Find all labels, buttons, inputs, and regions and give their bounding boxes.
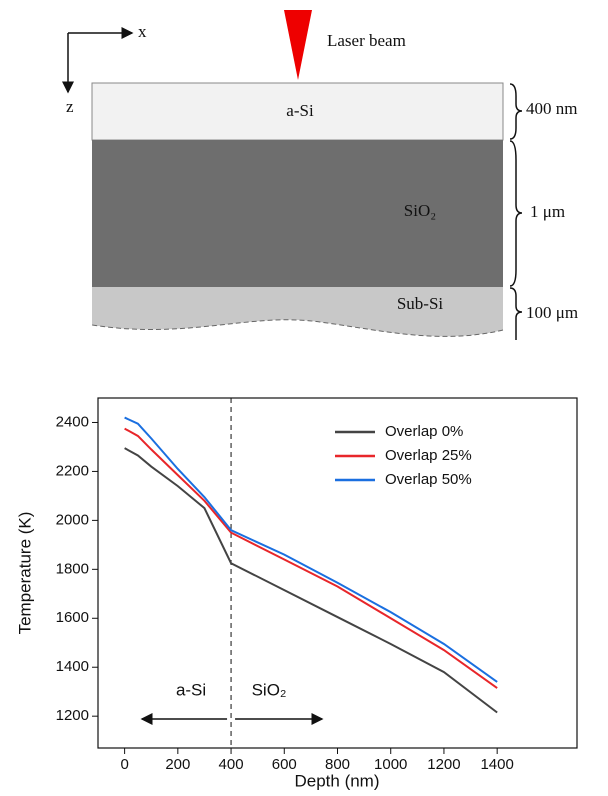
layer-label: Sub-Si — [397, 294, 444, 313]
y-tick-label: 2000 — [56, 511, 89, 528]
annotation: a-Si — [176, 680, 206, 699]
legend-label: Overlap 0% — [385, 423, 463, 440]
wavy-edge — [91, 319, 504, 337]
laser — [284, 10, 312, 80]
y-tick-label: 2400 — [56, 413, 89, 430]
x-tick-label: 1400 — [480, 756, 513, 773]
legend-label: Overlap 25% — [385, 447, 472, 464]
y-tick-label: 1400 — [56, 658, 89, 675]
layer-label: a-Si — [286, 101, 314, 120]
axis-x: x — [138, 22, 147, 41]
thickness: 400 nm — [526, 99, 577, 118]
y-tick-label: 1800 — [56, 560, 89, 577]
brace — [509, 140, 523, 287]
thickness: 1 μm — [530, 202, 565, 221]
x-tick-label: 600 — [272, 756, 297, 773]
layer-label: SiO₂ — [404, 201, 436, 220]
x-tick-label: 800 — [325, 756, 350, 773]
x-tick-label: 400 — [219, 756, 244, 773]
series-line — [124, 416, 498, 683]
layer-sio2 — [92, 140, 503, 287]
plot-frame — [97, 397, 578, 749]
x-tick-label: 0 — [120, 756, 128, 773]
annotation: SiO₂ — [252, 680, 287, 699]
brace — [509, 287, 523, 340]
y-axis-label: Temperature (K) — [15, 512, 34, 635]
series-line — [124, 447, 498, 714]
series-line — [124, 427, 498, 689]
x-tick-label: 1000 — [374, 756, 407, 773]
layer-sub-si — [92, 287, 503, 337]
layer-a-si — [91, 82, 504, 141]
y-tick-label: 2200 — [56, 462, 89, 479]
brace — [509, 83, 523, 140]
x-tick-label: 200 — [165, 756, 190, 773]
x-axis-label: Depth (nm) — [294, 771, 379, 790]
beam-label: Laser beam — [327, 31, 406, 50]
axis-z: z — [66, 97, 74, 116]
y-tick-label: 1200 — [56, 707, 89, 724]
y-tick-label: 1600 — [56, 609, 89, 626]
legend-label: Overlap 50% — [385, 471, 472, 488]
diagram: x z Laser beam a-Si SiO₂ Sub-Si 400 nm 1… — [62, 10, 578, 340]
thickness: 100 μm — [526, 303, 578, 322]
x-tick-label: 1200 — [427, 756, 460, 773]
